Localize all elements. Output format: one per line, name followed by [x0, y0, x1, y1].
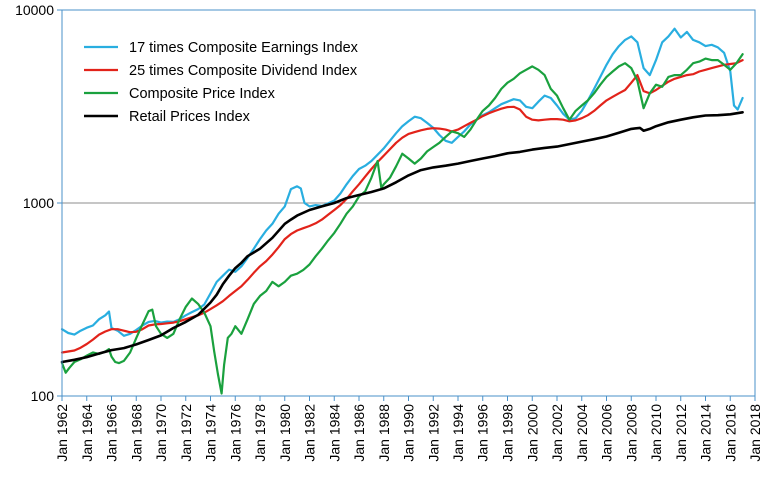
- legend: 17 times Composite Earnings Index 25 time…: [84, 40, 359, 125]
- x-tick-label: Jan 1978: [252, 404, 268, 462]
- x-tick-label: Jan 2002: [549, 404, 565, 462]
- x-tick-label: Jan 2006: [599, 404, 615, 462]
- y-tick-label: 1000: [23, 195, 54, 211]
- x-tick-label: Jan 1990: [401, 404, 417, 462]
- series-layer: [60, 27, 744, 395]
- x-tick-label: Jan 1980: [277, 404, 293, 462]
- x-tick-label: Jan 1976: [227, 404, 243, 462]
- x-tick-label: Jan 1988: [376, 404, 392, 462]
- legend-label-25-times-composite-dividend-index: 25 times Composite Dividend Index: [129, 63, 358, 79]
- series-line-composite-price-index: [60, 53, 744, 395]
- series-line-25-times-composite-dividend-index: [60, 59, 744, 354]
- x-tick-label: Jan 2016: [722, 404, 738, 462]
- y-tick-label: 10000: [15, 2, 54, 18]
- x-axis: Jan 1962 Jan 1964 Jan 1966 Jan 1968 Jan 1970…: [54, 396, 763, 462]
- x-tick-label: Jan 1994: [450, 404, 466, 462]
- y-tick-label: 100: [31, 388, 55, 404]
- x-tick-label: Jan 2010: [648, 404, 664, 462]
- x-tick-label: Jan 1962: [54, 404, 70, 462]
- x-tick-label: Jan 1972: [178, 404, 194, 462]
- y-axis: 100 1000 10000: [15, 2, 62, 404]
- legend-label-17-times-composite-earnings-index: 17 times Composite Earnings Index: [129, 40, 359, 56]
- x-tick-label: Jan 1998: [500, 404, 516, 462]
- x-tick-label: Jan 1986: [351, 404, 367, 462]
- x-tick-label: Jan 1982: [302, 404, 318, 462]
- series-line-retail-prices-index: [60, 111, 744, 364]
- x-tick-label: Jan 1970: [153, 404, 169, 462]
- x-tick-label: Jan 1996: [475, 404, 491, 462]
- x-tick-label: Jan 1974: [203, 404, 219, 462]
- x-tick-label: Jan 2008: [623, 404, 639, 462]
- x-tick-label: Jan 1992: [425, 404, 441, 462]
- x-tick-label: Jan 1964: [79, 404, 95, 462]
- x-tick-label: Jan 1984: [326, 404, 342, 462]
- x-tick-label: Jan 1966: [104, 404, 120, 462]
- x-tick-label: Jan 1968: [128, 404, 144, 462]
- x-tick-label: Jan 2018: [747, 404, 763, 462]
- legend-label-composite-price-index: Composite Price Index: [129, 86, 276, 102]
- x-tick-label: Jan 2014: [698, 404, 714, 462]
- legend-label-retail-prices-index: Retail Prices Index: [129, 109, 251, 125]
- x-tick-label: Jan 2004: [574, 404, 590, 462]
- x-tick-label: Jan 2000: [524, 404, 540, 462]
- x-tick-label: Jan 2012: [673, 404, 689, 462]
